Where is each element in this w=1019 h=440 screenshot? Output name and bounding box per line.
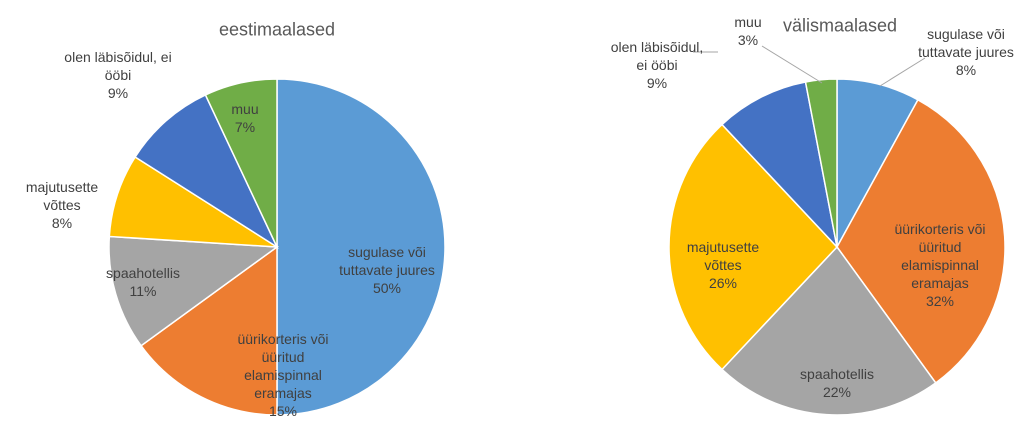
category-label: üürikorteris või üüritud elamispinnal er…: [237, 331, 329, 401]
chart-title: eestimaalased: [218, 19, 336, 40]
data-label: sugulase või tuttavate juures 8%: [911, 25, 1019, 79]
pie-slice: [668, 123, 839, 371]
data-label: olen läbisõidul, ei ööbi 9%: [607, 38, 707, 92]
category-label: sugulase või tuttavate juures: [918, 26, 1014, 60]
leader-line: [761, 45, 823, 84]
category-label: olen läbisõidul, ei ööbi: [64, 49, 172, 83]
value-label: 26%: [708, 275, 738, 291]
pie-slice: [108, 235, 280, 347]
category-label: muu: [231, 101, 259, 117]
category-label: olen läbisõidul, ei ööbi: [610, 39, 704, 73]
chart-title: välismaalased: [782, 15, 898, 36]
category-label: spaahotellis: [106, 265, 180, 281]
value-label: 15%: [268, 403, 298, 419]
data-label: majutusette võttes 26%: [673, 238, 773, 292]
data-label: spaahotellis 11%: [93, 264, 193, 300]
category-label: majutusette võttes: [25, 179, 99, 213]
category-label: spaahotellis: [800, 366, 874, 382]
data-label: üürikorteris või üüritud elamispinnal er…: [233, 330, 333, 420]
leader-line: [879, 57, 926, 87]
value-label: 9%: [107, 85, 129, 101]
value-label: 7%: [234, 119, 256, 135]
data-label: sugulase või tuttavate juures 50%: [332, 243, 442, 297]
data-label: majutusette võttes 8%: [17, 178, 107, 232]
data-label: üürikorteris või üüritud elamispinnal er…: [890, 220, 990, 310]
pie-slice: [804, 78, 838, 248]
category-label: sugulase või tuttavate juures: [339, 244, 435, 278]
pie-slice: [134, 93, 279, 250]
pie-slice: [204, 78, 278, 248]
category-label: muu: [734, 14, 762, 30]
category-label: majutusette võttes: [686, 239, 760, 273]
value-label: 50%: [372, 280, 402, 296]
value-label: 11%: [129, 283, 157, 299]
data-label: muu 7%: [215, 100, 275, 136]
pie-slice: [276, 78, 446, 416]
pie-slice: [140, 245, 278, 416]
value-label: 9%: [646, 75, 668, 91]
pie-slice: [836, 98, 1006, 384]
value-label: 22%: [822, 384, 852, 400]
pie-slice: [720, 245, 937, 416]
data-label: olen läbisõidul, ei ööbi 9%: [58, 48, 178, 102]
value-label: 32%: [925, 293, 955, 309]
data-label: muu 3%: [718, 13, 778, 49]
value-label: 3%: [737, 32, 759, 48]
data-label: spaahotellis 22%: [787, 365, 887, 401]
pie-slice: [720, 81, 839, 250]
category-label: üürikorteris või üüritud elamispinnal er…: [894, 221, 986, 291]
value-label: 8%: [955, 62, 977, 78]
value-label: 8%: [51, 215, 73, 231]
